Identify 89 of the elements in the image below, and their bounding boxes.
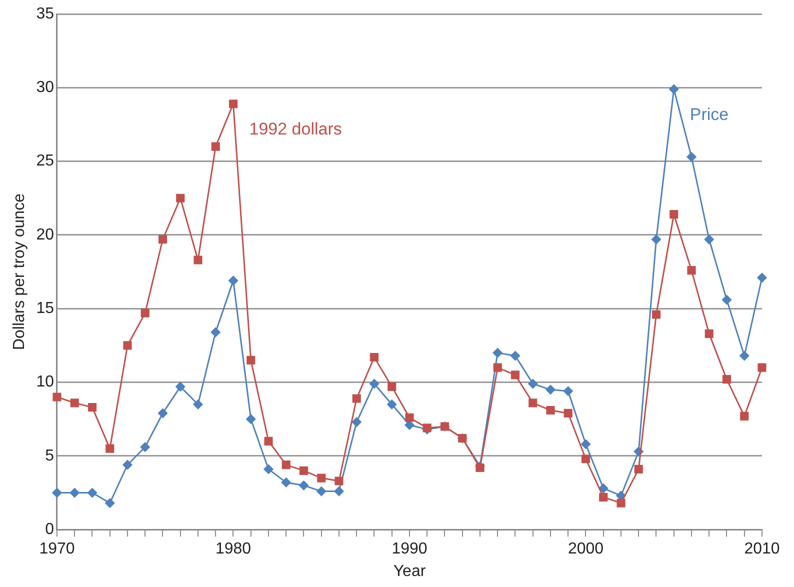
point — [670, 210, 678, 219]
y-tick-label: 35 — [36, 5, 54, 22]
y-tick-label: 0 — [45, 521, 54, 538]
point — [246, 414, 256, 424]
point — [193, 400, 203, 410]
point — [722, 375, 732, 384]
point — [564, 408, 572, 418]
point — [123, 341, 132, 350]
point — [334, 476, 344, 486]
point — [370, 352, 379, 362]
point — [546, 406, 555, 415]
point — [246, 356, 256, 364]
point — [105, 498, 115, 508]
point — [106, 444, 114, 453]
point — [669, 84, 679, 94]
point — [758, 363, 766, 372]
x-tick-label: 1980 — [215, 540, 252, 558]
point — [158, 235, 168, 244]
point — [546, 384, 556, 394]
point — [510, 351, 520, 361]
point — [299, 480, 308, 490]
point — [704, 234, 714, 244]
point — [616, 498, 626, 508]
point — [228, 276, 238, 286]
point — [528, 398, 538, 408]
point — [352, 394, 361, 403]
point — [404, 420, 414, 430]
point — [317, 474, 326, 482]
point — [264, 464, 274, 474]
point — [52, 488, 62, 498]
y-tick-label: 25 — [36, 152, 54, 170]
point — [493, 363, 502, 372]
point — [528, 379, 538, 389]
point — [740, 412, 749, 420]
y-tick-label: 5 — [45, 447, 54, 464]
point — [704, 329, 714, 338]
point — [581, 439, 590, 449]
point — [264, 436, 273, 446]
point — [387, 400, 397, 410]
point — [722, 295, 732, 305]
x-tick-label: 2000 — [568, 540, 604, 558]
point — [52, 392, 62, 402]
point — [563, 386, 573, 396]
point — [176, 194, 185, 202]
point — [740, 351, 750, 361]
series-label: Price — [690, 104, 729, 124]
point — [316, 486, 326, 496]
x-tick-label: 1970 — [39, 540, 75, 558]
point — [687, 266, 696, 275]
point — [405, 413, 414, 422]
point — [122, 460, 132, 470]
point — [352, 417, 362, 427]
y-tick-label: 20 — [36, 226, 54, 244]
point — [210, 327, 220, 337]
point — [598, 484, 608, 494]
point — [211, 142, 220, 151]
point — [228, 100, 238, 108]
y-axis-title: Dollars per troy ounce — [11, 193, 28, 350]
point — [140, 442, 150, 452]
point — [194, 256, 202, 264]
point — [70, 488, 80, 498]
point — [686, 152, 696, 162]
point — [282, 460, 290, 470]
point — [334, 486, 344, 496]
point — [652, 234, 661, 244]
point — [370, 379, 379, 389]
point — [176, 382, 186, 392]
point — [140, 308, 150, 318]
point — [652, 310, 661, 319]
point — [158, 408, 168, 418]
point — [87, 488, 97, 498]
point — [757, 272, 767, 282]
y-tick-label: 30 — [36, 79, 54, 96]
point — [299, 466, 308, 475]
point — [70, 398, 79, 408]
point — [88, 403, 97, 412]
point — [492, 348, 502, 358]
point — [281, 478, 291, 488]
point — [634, 464, 643, 474]
x-axis-title: Year — [393, 562, 426, 580]
point — [388, 382, 396, 391]
point — [581, 454, 590, 464]
x-tick-label: 1990 — [392, 540, 428, 558]
series-label: 1992 dollars — [249, 120, 342, 139]
x-tick-label: 2010 — [744, 540, 780, 558]
y-tick-label: 15 — [36, 300, 54, 318]
point — [599, 492, 608, 502]
point — [510, 370, 520, 380]
y-tick-label: 10 — [36, 374, 54, 391]
